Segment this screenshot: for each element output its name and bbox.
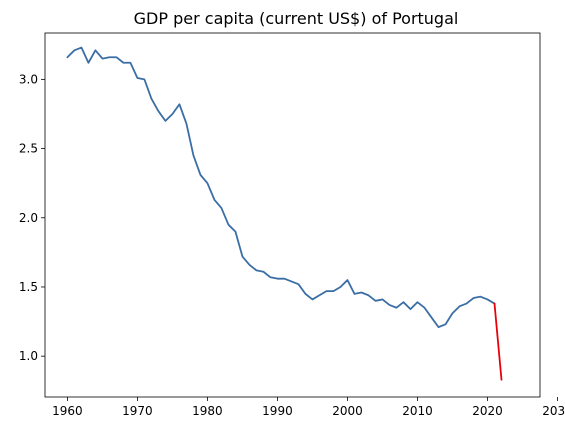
x-tick-label: 2030 — [542, 404, 565, 418]
y-tick-label: 1.0 — [19, 349, 38, 363]
x-tick-label: 1970 — [122, 404, 153, 418]
y-tick-label: 2.5 — [19, 142, 38, 156]
y-tick-label: 2.0 — [19, 211, 38, 225]
y-tick-label: 1.5 — [19, 280, 38, 294]
x-tick-label: 2020 — [472, 404, 503, 418]
chart-title: GDP per capita (current US$) of Portugal — [134, 9, 459, 28]
axis-layer: 1960 1970 1980 1990 2000 2010 2020 2030 1.0 1.5 2.… — [19, 72, 565, 418]
x-tick-label: 2000 — [332, 404, 363, 418]
plot-area — [44, 32, 541, 398]
x-tick-label: 1960 — [52, 404, 83, 418]
x-tick-label: 1980 — [192, 404, 223, 418]
series-line-0 — [66, 46, 496, 329]
series-layer — [66, 46, 503, 381]
x-tick-label: 2010 — [402, 404, 433, 418]
y-tick-label: 3.0 — [19, 72, 38, 86]
x-tick-label: 1990 — [262, 404, 293, 418]
series-line-1 — [493, 302, 503, 381]
